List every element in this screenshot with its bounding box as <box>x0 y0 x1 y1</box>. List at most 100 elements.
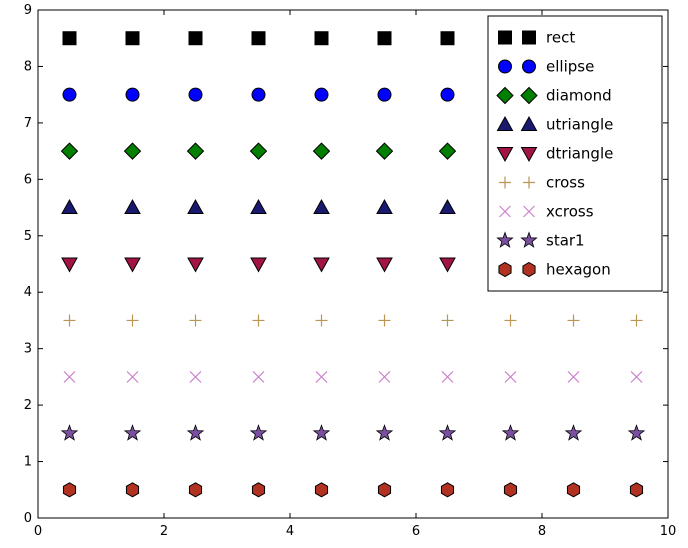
legend-label-utriangle: utriangle <box>546 116 613 134</box>
marker-star1 <box>627 424 646 441</box>
marker-diamond <box>123 142 142 160</box>
y-tick-label: 2 <box>24 398 32 413</box>
legend-marker-hexagon <box>498 261 512 278</box>
legend-marker-cross <box>499 176 511 189</box>
marker-ellipse <box>377 87 392 102</box>
legend-box <box>487 15 663 292</box>
marker-star1 <box>438 424 457 441</box>
y-tick-label: 0 <box>24 511 32 526</box>
marker-cross <box>126 314 139 327</box>
x-tick-label: 4 <box>286 524 294 539</box>
marker-xcross <box>63 370 76 383</box>
legend-label-ellipse: ellipse <box>546 58 594 76</box>
marker-utriangle <box>313 199 330 215</box>
marker-star1 <box>249 424 268 441</box>
legend-marker-dtriangle <box>496 147 514 163</box>
legend-marker-ellipse <box>498 59 512 74</box>
marker-rect <box>125 31 140 46</box>
marker-xcross <box>189 370 202 383</box>
legend-marker-rect <box>522 30 536 45</box>
legend-marker-xcross <box>523 205 535 218</box>
legend-marker-star1 <box>496 231 514 248</box>
marker-xcross <box>252 370 265 383</box>
marker-hexagon <box>566 482 581 498</box>
marker-hexagon <box>251 482 266 498</box>
marker-xcross <box>378 370 391 383</box>
legend-marker-hexagon <box>522 261 536 278</box>
legend-label-dtriangle: dtriangle <box>546 145 613 163</box>
marker-ellipse <box>251 87 266 102</box>
marker-star1 <box>60 424 79 441</box>
marker-diamond <box>312 142 331 160</box>
marker-rect <box>314 31 329 46</box>
marker-cross <box>504 314 517 327</box>
marker-hexagon <box>440 482 455 498</box>
marker-cross <box>315 314 328 327</box>
marker-utriangle <box>250 199 267 215</box>
marker-xcross <box>630 370 643 383</box>
marker-cross <box>378 314 391 327</box>
marker-dtriangle <box>250 257 267 273</box>
marker-dtriangle <box>187 257 204 273</box>
y-tick-label: 4 <box>24 285 32 300</box>
marker-xcross <box>441 370 454 383</box>
marker-star1 <box>123 424 142 441</box>
marker-cross <box>441 314 454 327</box>
marker-hexagon <box>503 482 518 498</box>
legend-label-cross: cross <box>546 174 585 192</box>
y-tick-label: 6 <box>24 172 32 187</box>
marker-diamond <box>375 142 394 160</box>
marker-ellipse <box>440 87 455 102</box>
legend-marker-ellipse <box>522 59 536 74</box>
marker-dtriangle <box>439 257 456 273</box>
marker-dtriangle <box>313 257 330 273</box>
marker-star1 <box>564 424 583 441</box>
marker-rect <box>377 31 392 46</box>
marker-cross <box>252 314 265 327</box>
y-tick-label: 7 <box>24 116 32 131</box>
marker-utriangle <box>376 199 393 215</box>
legend-marker-utriangle <box>520 115 538 131</box>
marker-hexagon <box>188 482 203 498</box>
marker-cross <box>189 314 202 327</box>
marker-hexagon <box>125 482 140 498</box>
marker-rect <box>188 31 203 46</box>
marker-star1 <box>312 424 331 441</box>
marker-hexagon <box>314 482 329 498</box>
marker-dtriangle <box>376 257 393 273</box>
legend-marker-diamond <box>520 86 538 105</box>
marker-hexagon <box>377 482 392 498</box>
marker-ellipse <box>62 87 77 102</box>
marker-dtriangle <box>61 257 78 273</box>
legend-marker-cross <box>523 176 535 189</box>
legend-label-rect: rect <box>546 29 575 47</box>
marker-diamond <box>186 142 205 160</box>
marker-star1 <box>186 424 205 441</box>
marker-utriangle <box>439 199 456 215</box>
legend-marker-dtriangle <box>520 147 538 163</box>
marker-star1 <box>375 424 394 441</box>
legend-marker-utriangle <box>496 115 514 131</box>
legend-label-xcross: xcross <box>546 203 594 221</box>
legend-marker-diamond <box>496 86 514 105</box>
marker-ellipse <box>188 87 203 102</box>
marker-xcross <box>126 370 139 383</box>
marker-diamond <box>249 142 268 160</box>
marker-rect <box>62 31 77 46</box>
y-tick-label: 9 <box>24 3 32 18</box>
legend-marker-rect <box>498 30 512 45</box>
marker-dtriangle <box>124 257 141 273</box>
marker-utriangle <box>187 199 204 215</box>
marker-ellipse <box>314 87 329 102</box>
marker-rect <box>440 31 455 46</box>
marker-diamond <box>438 142 457 160</box>
y-tick-label: 8 <box>24 59 32 74</box>
marker-cross <box>630 314 643 327</box>
legend-label-diamond: diamond <box>546 87 612 105</box>
x-tick-label: 6 <box>412 524 420 539</box>
legend-marker-xcross <box>499 205 511 218</box>
legend-label-star1: star1 <box>546 232 585 250</box>
y-tick-label: 5 <box>24 229 32 244</box>
marker-xcross <box>567 370 580 383</box>
